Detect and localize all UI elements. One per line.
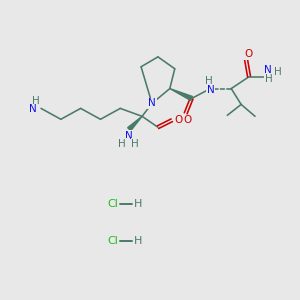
Text: Cl: Cl [107,200,118,209]
Text: O: O [175,115,183,125]
Text: O: O [244,49,252,59]
Text: H: H [134,200,142,209]
Text: H: H [131,139,139,149]
Text: N: N [148,98,156,108]
Text: H: H [118,139,126,149]
Polygon shape [170,88,193,101]
Text: O: O [184,115,192,125]
Text: H: H [32,97,40,106]
Text: H: H [205,76,212,85]
Polygon shape [128,116,142,131]
Text: N: N [207,85,214,94]
Text: H: H [265,74,273,84]
Text: H: H [274,67,282,77]
Text: N: N [125,131,133,141]
Text: N: N [264,65,272,75]
Text: N: N [29,104,37,114]
Text: H: H [134,236,142,246]
Text: Cl: Cl [107,236,118,246]
